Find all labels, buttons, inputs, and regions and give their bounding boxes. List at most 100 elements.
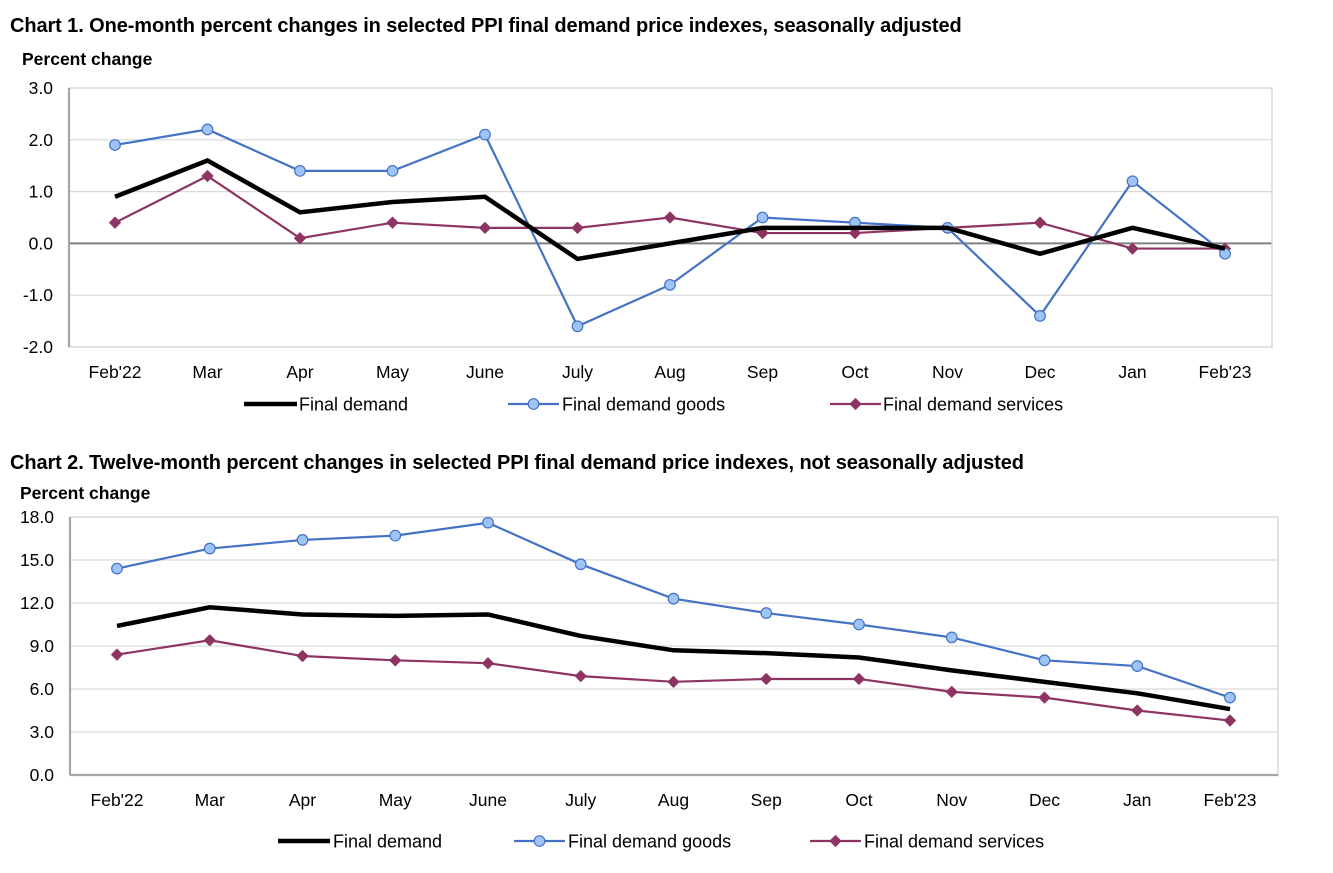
data-point-services	[389, 654, 402, 667]
data-point-goods	[1224, 691, 1236, 704]
x-tick-label: Oct	[845, 790, 872, 810]
data-point-services	[571, 221, 584, 235]
legend-item-goods: Final demand goods	[514, 832, 731, 852]
legend-label: Final demand	[299, 395, 408, 415]
y-tick-label: -1.0	[23, 285, 53, 305]
legend-marker-icon	[829, 834, 842, 848]
series-final-demand	[114, 158, 1226, 262]
x-tick-label: Jan	[1118, 362, 1146, 382]
series-line-goods	[116, 521, 1231, 699]
data-point-services	[848, 226, 862, 240]
data-point-services	[481, 657, 495, 670]
chart-1: 3.0 2.0 1.0 0.0 -1.0 -2.0 Feb'22 Mar Apr May June J…	[23, 78, 1273, 415]
x-tick-label: Oct	[841, 362, 868, 382]
y-tick-label: 18.0	[20, 507, 54, 527]
x-tick-label: Feb'22	[89, 362, 142, 382]
legend-marker-icon	[849, 397, 862, 411]
x-tick-label: Feb'23	[1204, 790, 1257, 810]
chart-2-title: Chart 2. Twelve-month percent changes in…	[10, 452, 1024, 474]
x-tick-label: Apr	[286, 362, 313, 382]
data-point-services	[1033, 216, 1047, 229]
x-tick-label: Feb'23	[1199, 362, 1252, 382]
data-point-services	[293, 232, 307, 245]
series-line-final-demand	[114, 158, 1226, 262]
y-tick-label: 12.0	[20, 593, 54, 613]
data-point-services	[478, 221, 492, 235]
x-tick-label: June	[469, 790, 507, 810]
legend-item-final-demand: Final demand	[278, 832, 442, 852]
legend-marker-icon	[527, 398, 540, 410]
legend-marker-icon	[533, 835, 546, 847]
data-point-services	[574, 669, 587, 683]
y-tick-label: 0.0	[29, 233, 54, 253]
y-tick-label: 0.0	[30, 765, 55, 785]
y-tick-label: 1.0	[29, 182, 54, 202]
data-point-goods	[294, 164, 306, 177]
data-point-goods	[1126, 175, 1139, 188]
x-tick-label: Dec	[1029, 790, 1060, 810]
legend-label: Final demand goods	[562, 395, 725, 415]
x-tick-label: Nov	[936, 790, 967, 810]
y-tick-label: 15.0	[20, 550, 54, 570]
x-tick-label: Sep	[751, 790, 782, 810]
x-tick-label: Sep	[747, 362, 778, 382]
legend-item-services: Final demand services	[830, 395, 1063, 415]
data-point-services	[945, 685, 958, 699]
x-tick-label: May	[379, 790, 412, 810]
legend-label: Final demand goods	[568, 832, 731, 852]
x-tick-label: May	[376, 362, 409, 382]
chart-1-title: Chart 1. One-month percent changes in se…	[10, 15, 962, 37]
x-tick-label: Aug	[654, 362, 685, 382]
legend-label: Final demand services	[864, 832, 1044, 852]
data-point-goods	[1034, 310, 1046, 322]
data-point-services	[110, 648, 124, 661]
data-point-services	[1126, 242, 1139, 255]
data-point-services	[852, 672, 866, 686]
x-tick-label: June	[466, 362, 504, 382]
data-point-services	[760, 672, 773, 686]
data-point-goods	[945, 631, 958, 644]
data-point-goods	[203, 542, 216, 555]
data-point-services	[1038, 691, 1051, 704]
data-point-services	[108, 216, 122, 229]
x-tick-label: Apr	[289, 790, 316, 810]
data-point-goods	[479, 128, 491, 141]
x-tick-label: Jan	[1123, 790, 1151, 810]
data-point-goods	[1038, 654, 1051, 667]
data-point-goods	[571, 320, 584, 333]
data-point-goods	[109, 139, 121, 151]
y-tick-label: 6.0	[30, 679, 55, 699]
data-point-services	[203, 634, 216, 647]
data-point-goods	[853, 618, 865, 631]
legend-item-goods: Final demand goods	[508, 395, 725, 415]
y-tick-label: -2.0	[23, 337, 53, 357]
data-point-services	[386, 216, 399, 229]
data-point-goods	[664, 278, 676, 291]
data-point-goods	[482, 516, 494, 529]
x-tick-label: Nov	[932, 362, 963, 382]
series-services	[110, 634, 1237, 727]
data-point-goods	[760, 607, 773, 619]
x-tick-label: Mar	[195, 790, 225, 810]
legend-label: Final demand services	[883, 395, 1063, 415]
data-point-services	[201, 169, 214, 183]
x-tick-label: July	[562, 362, 593, 382]
x-tick-label: Feb'22	[91, 790, 144, 810]
data-point-services	[1131, 704, 1144, 717]
data-point-goods	[296, 534, 309, 546]
y-tick-label: 2.0	[29, 130, 54, 150]
y-tick-label: 9.0	[30, 636, 55, 656]
data-point-services	[1223, 714, 1237, 727]
x-tick-label: Mar	[192, 362, 222, 382]
chart-2-y-axis-label: Percent change	[20, 483, 151, 503]
data-point-goods	[111, 562, 123, 575]
x-tick-label: Dec	[1024, 362, 1055, 382]
chart-2: 18.0 15.0 12.0 9.0 6.0 3.0 0.0 Feb'22 Mar Apr May J…	[20, 507, 1279, 852]
data-point-goods	[201, 123, 214, 136]
legend-label: Final demand	[333, 832, 442, 852]
data-point-services	[296, 649, 309, 663]
series-final-demand	[116, 605, 1231, 712]
y-tick-label: 3.0	[30, 722, 55, 742]
legend-item-final-demand: Final demand	[244, 395, 408, 415]
